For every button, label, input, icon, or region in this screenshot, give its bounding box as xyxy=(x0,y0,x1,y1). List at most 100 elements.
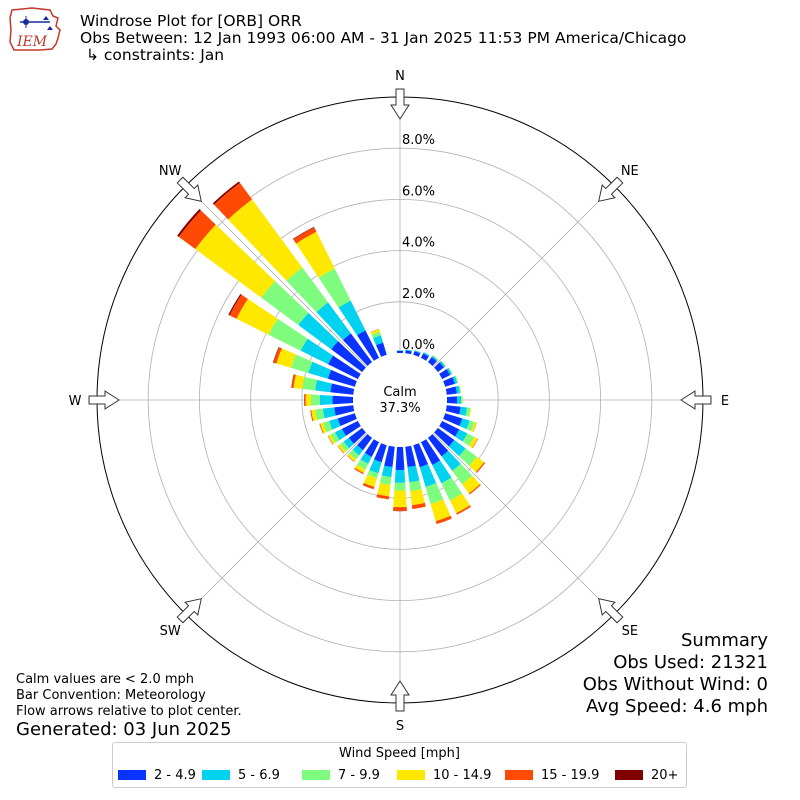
radial-tick-label: 8.0% xyxy=(402,133,435,148)
windrose-bar-segment xyxy=(356,330,380,361)
constraints-text: ↳ constraints: Jan xyxy=(86,46,225,64)
radial-tick-label: 0.0% xyxy=(402,338,435,353)
flow-arrow xyxy=(680,390,712,410)
windrose-bar-segment xyxy=(331,341,366,373)
compass-label: NW xyxy=(159,164,182,179)
windrose-bar-segment xyxy=(376,342,387,357)
windrose-bar-segment xyxy=(349,449,360,460)
windrose-bar-segment xyxy=(379,475,392,485)
windrose-bar-segment xyxy=(405,349,412,352)
windrose-bar-segment xyxy=(434,427,455,447)
windrose-bar-segment xyxy=(420,353,429,361)
windrose-bar-segment xyxy=(315,408,325,421)
windrose-bar-segment xyxy=(414,350,421,353)
summary-avg-speed: Avg Speed: 4.6 mph xyxy=(586,696,768,717)
windrose-bar-segment xyxy=(376,494,390,500)
note-calm: Calm values are < 2.0 mph xyxy=(16,672,195,687)
note-arrows: Flow arrows relative to plot center. xyxy=(16,704,242,719)
flow-arrow xyxy=(176,176,202,202)
windrose-bar-segment xyxy=(460,396,463,404)
windrose-bar-segment xyxy=(334,428,346,441)
radial-gridline xyxy=(399,185,615,401)
legend-swatch xyxy=(202,770,230,780)
windrose-bar-segment xyxy=(261,281,309,326)
windrose-bar-segment xyxy=(332,395,354,405)
windrose-bar-segment xyxy=(423,352,430,357)
windrose-bar-segment xyxy=(304,393,306,407)
windrose-bar-segment xyxy=(410,489,425,506)
windrose-bar-segment xyxy=(286,267,329,313)
windrose-bar-segment xyxy=(292,226,315,240)
windrose-bar-segment xyxy=(316,302,351,341)
windrose-bar-segment xyxy=(339,441,350,452)
windrose-bar-segment xyxy=(354,464,366,474)
compass-label: S xyxy=(396,719,404,734)
windrose-bar-segment xyxy=(431,355,438,362)
windrose-bar-segment xyxy=(213,182,253,220)
windrose-bar-segment xyxy=(347,453,357,462)
windrose-bar-segment xyxy=(448,367,453,375)
windrose-bar-segment xyxy=(364,439,380,458)
windrose-bar-segment xyxy=(291,354,313,373)
windrose-bar-segment xyxy=(296,231,335,278)
windrose-bar-segment xyxy=(439,369,451,380)
windrose-bar-segment xyxy=(405,350,412,355)
speed-legend: Wind Speed [mph] 2 - 4.9 5 - 6.9 7 - 9.9… xyxy=(112,742,687,788)
windrose-bar-segment xyxy=(370,329,380,335)
windrose-bar-segment xyxy=(381,465,393,478)
windrose-bar-segment xyxy=(445,386,457,395)
windrose-bar-segment xyxy=(334,405,355,416)
windrose-bar-segment xyxy=(291,374,294,388)
legend-swatch xyxy=(118,770,146,780)
windrose-bar-segment xyxy=(377,483,391,497)
legend-swatch xyxy=(505,770,533,780)
windrose-bar-segment xyxy=(439,420,460,437)
windrose-bar-segment xyxy=(327,435,334,445)
ring-gridline xyxy=(198,198,602,602)
windrose-bar-segment xyxy=(468,407,472,417)
windrose-bar-segment xyxy=(446,396,458,404)
windrose-bar-segment xyxy=(455,385,460,394)
windrose-bar-segment xyxy=(455,429,468,442)
compass-label: W xyxy=(69,394,82,409)
windrose-bar-segment xyxy=(272,346,280,363)
compass-label: NE xyxy=(621,164,639,179)
windrose-bar-segment xyxy=(354,467,364,475)
windrose-bar-segment xyxy=(473,422,477,433)
legend-label: 15 - 19.9 xyxy=(541,767,600,783)
windrose-bar-segment xyxy=(393,490,407,508)
windrose-bar-segment xyxy=(362,482,375,490)
logo-text: IEM xyxy=(16,34,48,50)
windrose-bar-segment xyxy=(298,312,339,350)
legend-item: 5 - 6.9 xyxy=(202,767,280,783)
legend-label: 7 - 9.9 xyxy=(338,767,380,783)
windrose-bar-segment xyxy=(407,465,420,483)
flow-arrow xyxy=(176,598,202,624)
windrose-bar-segment xyxy=(228,293,242,316)
windrose-bar-segment xyxy=(229,294,248,319)
chart-subtitle: Obs Between: 12 Jan 1993 06:00 AM - 31 J… xyxy=(80,29,687,47)
windrose-bar-segment xyxy=(293,374,305,390)
windrose-bar-segment xyxy=(441,360,447,367)
windrose-bar-segment xyxy=(423,351,430,356)
windrose-bar-segment xyxy=(327,369,357,387)
windrose-bar-segment xyxy=(363,474,377,487)
windrose-bar-segment xyxy=(177,209,201,237)
windrose-bar-segment xyxy=(459,406,468,416)
windrose-bar-segment xyxy=(430,499,451,522)
windrose-bar-segment xyxy=(413,351,421,357)
windrose-bar-segment xyxy=(452,376,458,384)
windrose-bar-segment xyxy=(409,480,422,492)
windrose-bar-segment xyxy=(346,455,355,462)
windrose-bar-segment xyxy=(449,493,470,514)
flow-arrow xyxy=(390,88,410,120)
legend-item: 15 - 19.9 xyxy=(505,767,599,783)
windrose-bar-segment xyxy=(318,268,351,308)
legend-swatch xyxy=(302,770,330,780)
windrose-bar-segment xyxy=(458,385,461,394)
windrose-bar-segment xyxy=(455,375,459,383)
ring-gridline xyxy=(147,147,653,653)
windrose-bar-segment xyxy=(310,409,314,422)
generated-date: Generated: 03 Jun 2025 xyxy=(16,719,232,740)
